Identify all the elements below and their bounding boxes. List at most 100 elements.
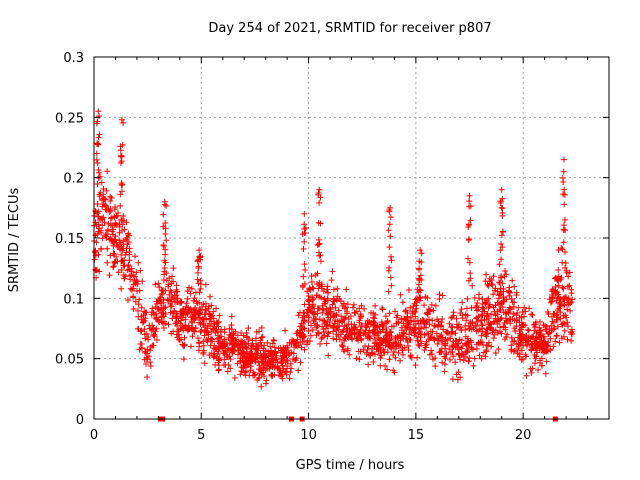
data-point [174,295,181,302]
data-point [106,208,113,215]
data-point [308,278,315,285]
data-point [489,282,496,289]
data-point [321,318,328,325]
data-point [388,257,395,264]
data-point [417,287,424,294]
data-point [199,303,206,310]
data-point [314,292,321,299]
data-point [189,313,196,320]
data-point [326,309,333,316]
data-point [523,342,530,349]
data-point [269,340,276,347]
data-point [488,343,495,350]
data-point [349,304,356,311]
data-point [449,314,456,321]
data-point [341,305,348,312]
data-point [161,271,168,278]
data-point [564,336,571,343]
data-point [531,327,538,334]
data-point [102,206,109,213]
data-point [334,285,341,292]
data-point [160,242,167,249]
data-point [330,298,337,305]
data-point [151,331,158,338]
data-point [564,319,571,326]
data-point [429,356,436,363]
data-point [495,346,502,353]
data-point [382,362,389,369]
data-point [552,283,559,290]
data-point [369,350,376,357]
data-point [501,319,508,326]
data-point [478,332,485,339]
data-point [215,367,222,374]
data-point [94,231,101,238]
data-point [299,331,306,338]
data-point [147,347,154,354]
data-point [122,273,129,280]
data-point [479,325,486,332]
data-point [385,288,392,295]
data-point [412,313,419,320]
data-point [333,327,340,334]
data-point [433,330,440,337]
data-point [464,255,471,262]
y-tick-label: 0.3 [63,51,84,66]
data-point [330,286,337,293]
data-point [509,299,516,306]
data-point [479,296,486,303]
data-point [95,169,102,176]
data-point [298,320,305,327]
data-point [199,315,206,322]
data-point [465,277,472,284]
data-point [221,356,228,363]
data-point [144,374,151,381]
data-point [379,339,386,346]
data-point [428,301,435,308]
data-point [300,273,307,280]
data-point [114,210,121,217]
data-point [152,315,159,322]
data-point [92,219,99,226]
data-point [107,235,114,242]
data-point [559,246,566,253]
data-point [550,343,557,350]
data-point [458,306,465,313]
data-point [507,320,514,327]
data-point [449,324,456,331]
data-point [411,332,418,339]
data-point [242,354,249,361]
data-point [333,311,340,318]
data-point [539,362,546,369]
data-point [316,199,323,206]
data-point [560,191,567,198]
data-point [245,340,252,347]
data-point [225,362,232,369]
data-point [466,221,473,228]
data-point [498,186,505,193]
data-point [206,320,213,327]
data-point [143,309,150,316]
data-point [260,347,267,354]
data-point [429,351,436,358]
data-point [226,340,233,347]
data-point [99,222,106,229]
data-point [205,303,212,310]
data-point [357,313,364,320]
data-point [565,301,572,308]
data-point [405,346,412,353]
data-point [286,375,293,382]
data-point [446,345,453,352]
data-point [432,302,439,309]
data-point [483,348,490,355]
data-point [479,304,486,311]
data-point [312,272,319,279]
data-point [147,343,154,350]
data-point [417,318,424,325]
data-point [567,307,574,314]
data-point [357,326,364,333]
data-point [382,313,389,320]
data-point [405,319,412,326]
data-point [403,326,410,333]
data-point [414,337,421,344]
